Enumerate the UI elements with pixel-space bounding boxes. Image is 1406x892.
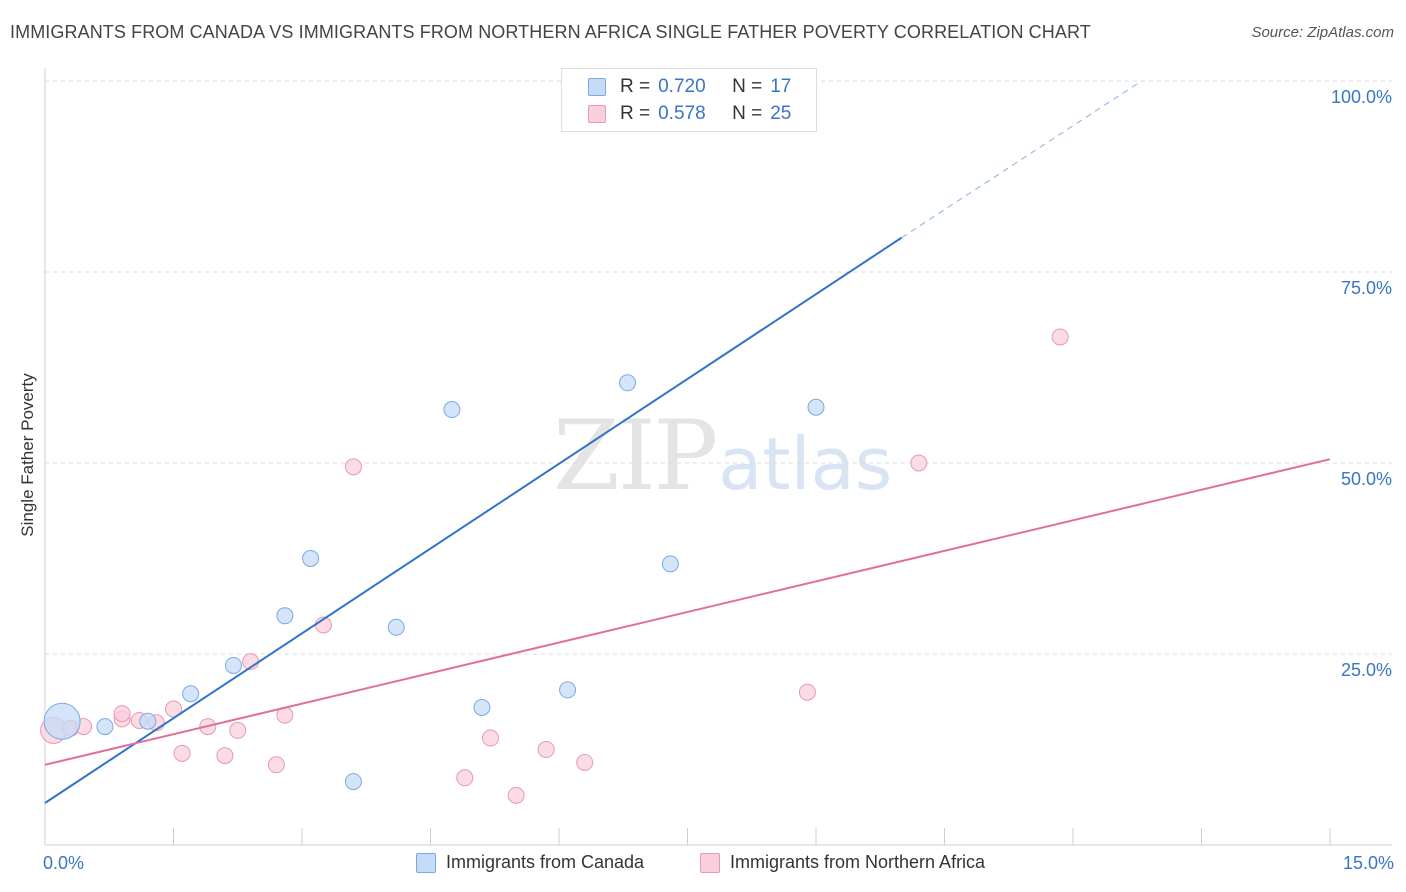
nafrica-point: [910, 454, 928, 472]
watermark-zip: ZIP: [553, 400, 718, 512]
legend-row-canada: R = 0.720 N = 17: [588, 74, 791, 100]
legend-r-label: R =: [620, 103, 651, 124]
canada-point: [139, 712, 157, 730]
canada-point: [302, 550, 320, 567]
canada-point: [344, 773, 362, 791]
nafrica-point: [229, 721, 247, 739]
nafrica-point: [576, 753, 594, 771]
canada-point: [96, 718, 114, 736]
canada-trend-extension: [901, 80, 1142, 239]
y-tick-label: 25.0%: [1340, 660, 1392, 680]
nafrica-point: [456, 769, 474, 787]
nafrica-point: [507, 786, 525, 804]
watermark-atlas: atlas: [718, 422, 893, 506]
legend-row-nafrica: R = 0.578 N = 25: [588, 101, 791, 127]
legend-n-value: 17: [770, 76, 792, 97]
canada-point: [182, 685, 200, 703]
nafrica-trend-line: [44, 458, 1331, 766]
bottom-legend-swatch-nafrica: [700, 852, 720, 873]
legend-swatch-canada: [588, 78, 606, 96]
canada-point: [224, 656, 242, 674]
x-tick-label: 15.0%: [1342, 853, 1394, 873]
nafrica-point: [173, 744, 191, 762]
bottom-legend-swatch-canada: [416, 852, 436, 873]
canada-point: [473, 698, 491, 716]
y-tick-label: 75.0%: [1340, 278, 1392, 298]
canada-point: [43, 702, 81, 740]
y-tick-label: 100.0%: [1330, 87, 1392, 107]
nafrica-point: [267, 756, 285, 774]
bottom-legend-label-nafrica: Immigrants from Northern Africa: [730, 852, 986, 872]
canada-point: [559, 681, 577, 699]
nafrica-point: [216, 747, 234, 765]
legend-r-value: 0.720: [658, 76, 706, 97]
chart-title: IMMIGRANTS FROM CANADA VS IMMIGRANTS FRO…: [10, 22, 1091, 42]
legend-n-value: 25: [770, 103, 792, 124]
watermark: ZIPatlas: [553, 400, 892, 512]
bottom-legend-label-canada: Immigrants from Canada: [446, 852, 645, 872]
legend-n-label: N =: [732, 103, 763, 124]
legend-n-label: N =: [732, 76, 763, 97]
nafrica-point: [1051, 328, 1069, 346]
nafrica-point: [113, 705, 131, 723]
x-tick-label: 0.0%: [43, 853, 85, 873]
nafrica-point: [481, 729, 499, 747]
nafrica-point: [344, 458, 362, 476]
source-label: Source: ZipAtlas.com: [1251, 24, 1394, 41]
legend-r-label: R =: [620, 76, 651, 97]
canada-point: [443, 401, 461, 419]
canada-point: [387, 618, 405, 636]
legend-r-value: 0.578: [658, 103, 706, 124]
nafrica-point: [537, 741, 555, 758]
bottom-legend-nafrica: Immigrants from Northern Africa: [700, 852, 985, 873]
canada-point: [276, 607, 294, 625]
y-tick-label: 50.0%: [1340, 469, 1392, 489]
canada-point: [807, 398, 825, 416]
canada-trend-line: [44, 236, 903, 804]
bottom-legend-canada: Immigrants from Canada: [416, 852, 644, 873]
canada-point: [661, 555, 679, 573]
correlation-legend: R = 0.720 N = 17 R = 0.578 N = 25: [561, 68, 817, 132]
y-axis-label: Single Father Poverty: [18, 373, 37, 537]
nafrica-point: [798, 683, 816, 701]
legend-swatch-nafrica: [588, 105, 606, 123]
canada-point: [619, 374, 637, 392]
